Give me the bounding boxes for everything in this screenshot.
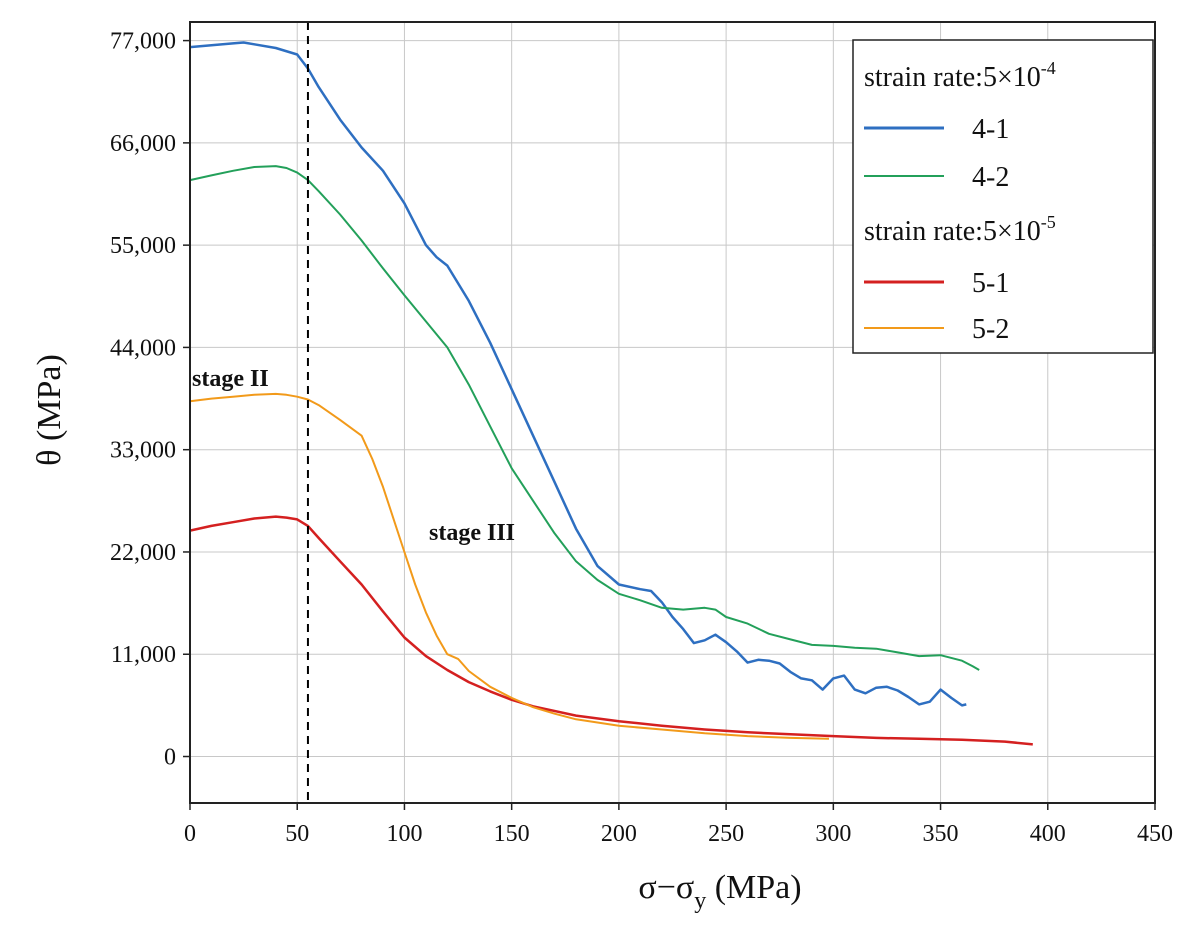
series-line-4-1: [189, 41, 967, 707]
legend-group1-header-exp: -4: [1041, 58, 1056, 78]
x-axis-title-main: σ−σ: [638, 869, 694, 906]
series-lines: [189, 41, 1033, 746]
y-tick-label: 77,000: [110, 29, 176, 55]
x-tick-label: 400: [1030, 821, 1066, 847]
y-tick-label: 0: [164, 745, 176, 771]
axis-ticks: 0 50 100 150 200 250 300 350 400 450 0 11,000 22,000…: [110, 29, 1173, 847]
x-tick-label: 50: [285, 821, 309, 847]
x-tick-label: 450: [1137, 821, 1173, 847]
legend-label-5-2: 5-2: [972, 314, 1009, 345]
y-tick-label: 33,000: [110, 438, 176, 464]
x-tick-label: 300: [815, 821, 851, 847]
legend-box: [852, 39, 1154, 354]
annotation-stage-iii: stage III: [429, 520, 515, 546]
legend-group1-header: strain rate:5×10-4: [864, 58, 1056, 93]
annotation-stage-ii: stage II: [192, 366, 269, 392]
plot-frame: [189, 21, 1156, 804]
y-tick-label: 44,000: [110, 335, 176, 361]
series-line-4-2: [189, 165, 980, 671]
legend-group2-header: strain rate:5×10-5: [864, 212, 1056, 247]
y-axis-title: θ (MPa): [31, 354, 68, 466]
x-tick-label: 350: [923, 821, 959, 847]
legend-group2-header-text: strain rate:5×10: [864, 216, 1041, 247]
x-tick-label: 250: [708, 821, 744, 847]
x-tick-label: 0: [184, 821, 196, 847]
y-tick-label: 11,000: [111, 642, 176, 668]
x-axis-title-subscript: y: [694, 888, 706, 914]
x-tick-label: 150: [494, 821, 530, 847]
x-tick-label: 100: [386, 821, 422, 847]
legend: strain rate:5×10-4 4-1 4-2 strain rate:5…: [852, 39, 1154, 354]
legend-label-4-1: 4-1: [972, 114, 1009, 145]
y-tick-label: 66,000: [110, 131, 176, 157]
legend-label-4-2: 4-2: [972, 162, 1009, 193]
legend-label-5-1: 5-1: [972, 268, 1009, 299]
x-axis-title: σ−σy (MPa): [638, 869, 801, 914]
y-tick-label: 22,000: [110, 540, 176, 566]
series-line-5-2: [189, 392, 830, 740]
x-axis-title-unit: (MPa): [706, 869, 801, 906]
legend-group1-header-text: strain rate:5×10: [864, 62, 1041, 93]
series-line-5-1: [189, 515, 1033, 746]
y-tick-label: 55,000: [110, 233, 176, 259]
legend-group2-header-exp: -5: [1041, 212, 1056, 232]
x-tick-label: 200: [601, 821, 637, 847]
